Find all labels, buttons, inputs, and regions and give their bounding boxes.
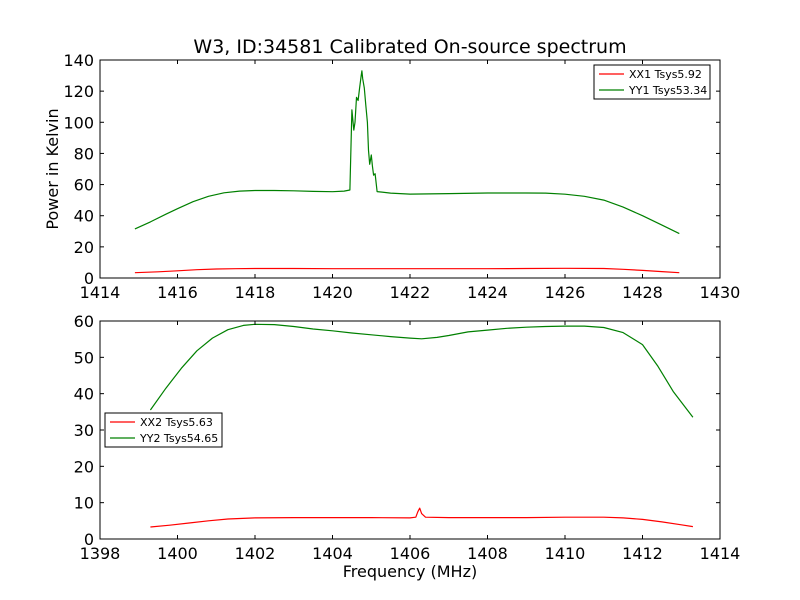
y-tick-label: 140 bbox=[63, 51, 94, 70]
x-tick-label: 1406 bbox=[390, 544, 431, 563]
x-tick-label: 1418 bbox=[235, 283, 276, 302]
y-tick-label: 120 bbox=[63, 82, 94, 101]
y-tick-label: 40 bbox=[74, 207, 94, 226]
y-tick-label: 80 bbox=[74, 144, 94, 163]
legend-box bbox=[104, 412, 223, 448]
y-tick-label: 50 bbox=[74, 348, 94, 367]
legend-label: XX1 Tsys5.92 bbox=[629, 68, 702, 81]
y-axis-title: Power in Kelvin bbox=[43, 108, 62, 229]
x-tick-label: 1428 bbox=[622, 283, 663, 302]
x-tick-label: 1422 bbox=[390, 283, 431, 302]
legend-label: XX2 Tsys5.63 bbox=[140, 416, 213, 429]
x-axis-title: Frequency (MHz) bbox=[343, 562, 477, 581]
legend-label: YY1 Tsys53.34 bbox=[628, 84, 707, 97]
y-tick-label: 20 bbox=[74, 457, 94, 476]
y-tick-label: 10 bbox=[74, 494, 94, 513]
y-tick-label: 100 bbox=[63, 113, 94, 132]
x-tick-label: 1426 bbox=[545, 283, 586, 302]
plot-panel-1: 1414 1416 1418 1420 1422 1424 1426 1428 1430 0 20 4… bbox=[43, 51, 740, 302]
x-tick-label: 1402 bbox=[235, 544, 276, 563]
x-tick-label: 1414 bbox=[80, 283, 121, 302]
series-line-xx2 bbox=[150, 507, 693, 528]
y-tick-label: 60 bbox=[74, 176, 94, 195]
x-tick-label: 1414 bbox=[700, 544, 741, 563]
x-tick-label: 1400 bbox=[157, 544, 198, 563]
x-tick-label: 1408 bbox=[467, 544, 508, 563]
x-tick-label: 1416 bbox=[157, 283, 198, 302]
legend-box bbox=[593, 64, 711, 100]
legend: XX2 Tsys5.63 YY2 Tsys54.65 bbox=[104, 412, 223, 448]
x-tick-label: 1404 bbox=[312, 544, 353, 563]
y-tick-label: 20 bbox=[74, 238, 94, 257]
x-tick-label: 1430 bbox=[700, 283, 741, 302]
x-tick-label: 1424 bbox=[467, 283, 508, 302]
figure-title: W3, ID:34581 Calibrated On-source spectr… bbox=[193, 36, 626, 58]
x-tick-label: 1398 bbox=[80, 544, 121, 563]
series-line-xx1 bbox=[134, 267, 680, 274]
legend-label: YY2 Tsys54.65 bbox=[139, 432, 218, 445]
y-tick-label: 0 bbox=[84, 269, 94, 288]
y-tick-label: 0 bbox=[84, 530, 94, 549]
y-tick-label: 30 bbox=[74, 421, 94, 440]
x-tick-label: 1412 bbox=[622, 544, 663, 563]
y-tick-label: 40 bbox=[74, 385, 94, 404]
legend: XX1 Tsys5.92 YY1 Tsys53.34 bbox=[593, 64, 711, 100]
series-line-yy1 bbox=[134, 70, 680, 235]
x-tick-label: 1420 bbox=[312, 283, 353, 302]
plot-panel-2: 1398 1400 1402 1404 1406 1408 1410 1412 1414 0 10 2… bbox=[74, 312, 741, 581]
x-tick-label: 1410 bbox=[545, 544, 586, 563]
plot-panels: 1414 1416 1418 1420 1422 1424 1426 1428 1430 0 20 4… bbox=[43, 51, 740, 581]
series-line-yy2 bbox=[149, 323, 694, 418]
y-tick-label: 60 bbox=[74, 312, 94, 331]
